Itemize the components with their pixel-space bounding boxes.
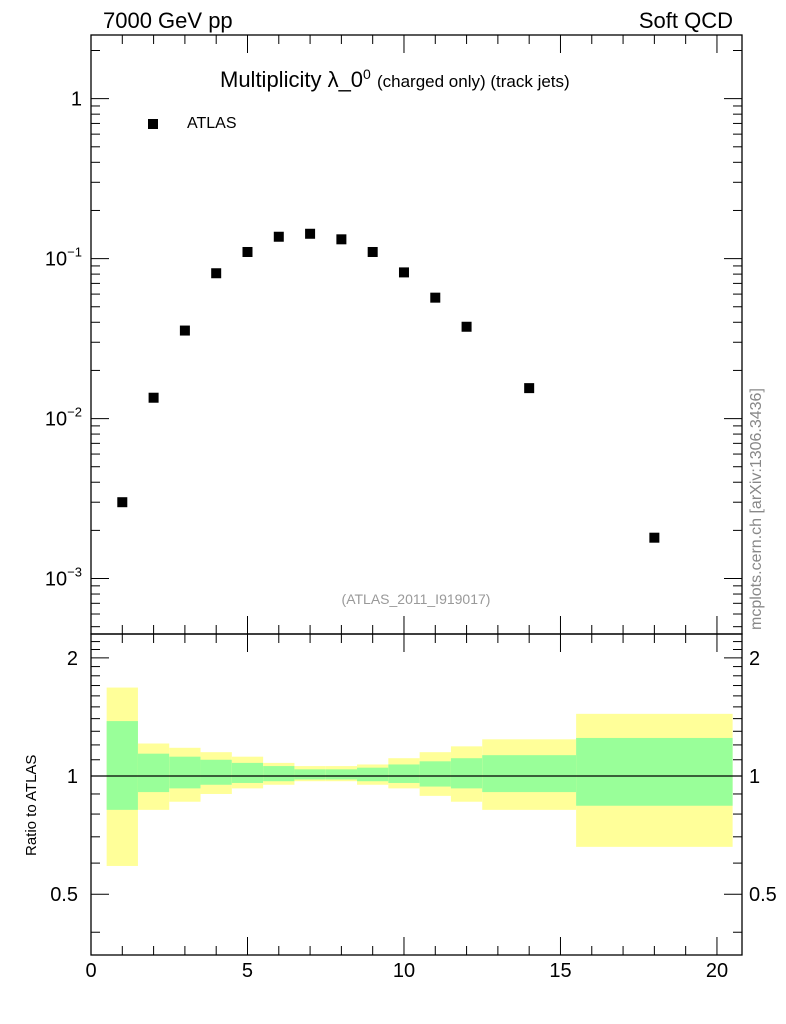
inner-band-bin (357, 767, 389, 782)
ratio-bands (91, 687, 742, 866)
inner-band-bin (576, 737, 733, 806)
x-tick-label: 0 (85, 960, 96, 982)
process-label: Soft QCD (638, 8, 733, 33)
data-point (367, 246, 378, 257)
inner-band-bin (419, 761, 451, 787)
data-point (148, 392, 159, 403)
x-tick-label: 15 (549, 960, 571, 982)
inner-band-bin (231, 762, 264, 783)
legend-entry-atlas: ATLAS (187, 115, 237, 132)
inner-band-bin (482, 755, 577, 793)
ratio-y-tick-label-right: 0.5 (749, 884, 777, 906)
title-qualifier: (charged only) (track jets) (376, 72, 570, 91)
analysis-id: (ATLAS_2011_I919017) (341, 591, 491, 607)
title-superscript: 0 (363, 66, 371, 82)
x-tick-label: 10 (393, 960, 415, 982)
data-point (336, 234, 347, 245)
tick-labels: 10−310−210−110.5 0.51 12 20 5 10 15 20 (45, 89, 777, 982)
y-tick-label: 10−2 (45, 405, 82, 431)
ratio-panel-frame (90, 633, 743, 956)
y-tick-label: 10−1 (45, 245, 82, 271)
source-reference: mcplots.cern.ch [arXiv:1306.3436] (748, 388, 765, 630)
ratio-y-tick-label: 2 (67, 648, 78, 670)
inner-band-bin (137, 753, 170, 793)
legend-marker (148, 119, 158, 129)
inner-band-bin (169, 756, 201, 789)
ratio-y-tick-label: 0.5 (50, 884, 78, 906)
x-tick-label: 5 (242, 960, 253, 982)
inner-band-bin (200, 759, 232, 785)
inner-band-bin (388, 764, 420, 783)
data-point (117, 497, 128, 508)
inner-band-bin (325, 769, 358, 780)
data-point (179, 325, 190, 336)
ratio-y-tick-label: 1 (67, 766, 78, 788)
inner-band-bin (450, 758, 483, 789)
collision-energy-label: 7000 GeV pp (103, 8, 233, 33)
inner-band-bin (106, 721, 138, 810)
data-point (461, 321, 472, 332)
data-point (430, 292, 441, 303)
title-main: Multiplicity λ_0 (220, 67, 364, 92)
ratio-y-tick-label-right: 1 (749, 766, 760, 788)
data-point (305, 228, 316, 239)
data-point (524, 383, 535, 394)
x-tick-label: 20 (706, 960, 728, 982)
ratio-axis-label: Ratio to ATLAS (23, 754, 40, 856)
y-tick-label: 10−3 (45, 565, 82, 591)
inner-band-bin (263, 766, 295, 782)
ratio-y-tick-label-right: 2 (749, 648, 760, 670)
data-points (117, 228, 660, 543)
inner-band-bin (294, 769, 326, 780)
data-point (273, 231, 284, 242)
data-point (242, 246, 253, 257)
chart-title: Multiplicity λ_00 (charged only) (track … (220, 66, 570, 93)
data-point (398, 267, 409, 278)
data-point (649, 532, 660, 543)
data-point (211, 268, 222, 279)
y-tick-label: 1 (71, 89, 82, 111)
